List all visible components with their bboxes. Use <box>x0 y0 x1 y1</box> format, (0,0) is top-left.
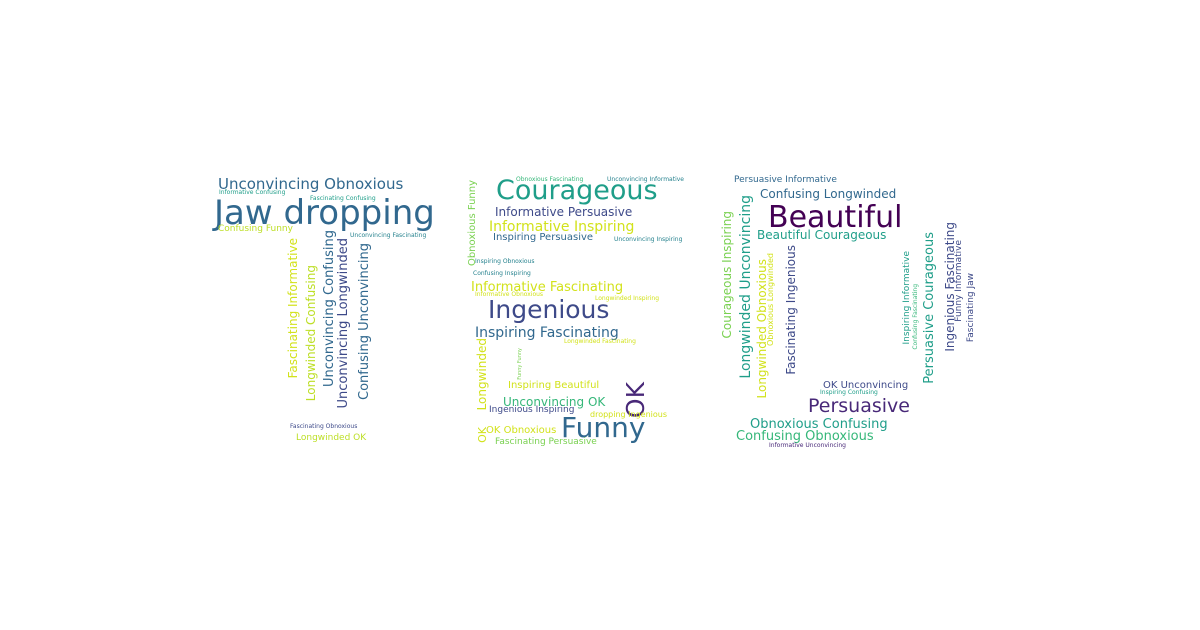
cloud-word: Confusing Unconvincing <box>357 243 372 400</box>
cloud-word: Informative Inspiring <box>489 219 635 235</box>
cloud-word: Confusing Fascinating <box>912 284 919 350</box>
cloud-word: Persuasive <box>808 395 910 417</box>
cloud-word: Inspiring Informative <box>902 251 912 345</box>
cloud-word: Funny Informative <box>954 240 964 322</box>
cloud-word: Fascinating Obnoxious <box>290 423 358 430</box>
cloud-word: Confusing Inspiring <box>473 270 531 277</box>
cloud-word: OK Unconvincing <box>823 380 909 391</box>
cloud-word: Confusing Obnoxious <box>736 429 874 444</box>
cloud-word: Obnoxious Longwinded <box>766 253 775 346</box>
cloud-word: Beautiful <box>768 200 903 235</box>
cloud-word: Inspiring Persuasive <box>493 232 594 243</box>
cloud-word: dropping Ingenious <box>590 410 668 419</box>
cloud-word: Inspiring Beautiful <box>508 380 600 391</box>
cloud-word: Courageous Inspiring <box>720 211 734 339</box>
cloud-word: Obnoxious Fascinating <box>516 176 584 183</box>
cloud-word: Unconvincing Longwinded <box>336 238 351 409</box>
cloud-word: Unconvincing Informative <box>607 176 684 183</box>
cloud-word: Beautiful Courageous <box>757 228 887 242</box>
cloud-word: Informative Persuasive <box>495 205 633 219</box>
cloud-word: Longwinded Confusing <box>304 265 318 402</box>
cloud-word: Persuasive Informative <box>734 175 837 185</box>
cloud-word: Courageous <box>496 175 658 206</box>
cloud-word: Unconvincing Confusing <box>322 230 337 387</box>
cloud-word: Unconvincing Fascinating <box>350 232 427 239</box>
cloud-word: Funny <box>561 411 646 444</box>
cloud-word: Informative Fascinating <box>471 280 624 295</box>
cloud-word: Inspiring Confusing <box>820 389 878 396</box>
cloud-word: Ingenious Inspiring <box>489 405 575 415</box>
cloud-word: Unconvincing Inspiring <box>614 236 683 243</box>
cloud-word: Funny Funny <box>517 348 523 380</box>
cloud-word: Longwinded <box>475 338 489 411</box>
cloud-word: Unconvincing OK <box>503 395 606 409</box>
cloud-word: Longwinded OK <box>296 433 367 443</box>
cloud-word: Obnoxious Funny <box>467 180 478 267</box>
cloud-word: Longwinded Fascinating <box>564 338 636 345</box>
cloud-word: Confusing Funny <box>218 224 293 234</box>
cloud-word: Informative Confusing <box>219 189 286 196</box>
cloud-word: Unconvincing Obnoxious <box>218 175 404 193</box>
cloud-word: Informative Obnoxious <box>475 291 544 298</box>
cloud-word: Longwinded Unconvincing <box>738 195 754 379</box>
cloud-word: Jaw dropping <box>214 193 435 233</box>
cloud-word: Fascinating Ingenious <box>784 245 798 375</box>
cloud-word: Inspiring Fascinating <box>475 325 619 341</box>
cloud-word: Longwinded Inspiring <box>595 295 660 302</box>
cloud-word: Inspiring Obnoxious <box>475 258 535 265</box>
cloud-word: Informative Unconvincing <box>769 442 846 449</box>
cloud-word: Ingenious <box>488 295 610 324</box>
cloud-word: Confusing Longwinded <box>760 187 897 201</box>
cloud-word: Obnoxious Confusing <box>750 417 888 432</box>
cloud-word: Fascinating Persuasive <box>495 437 597 447</box>
cloud-word: Fascinating Informative <box>286 238 300 379</box>
cloud-word: Fascinating Jaw <box>966 273 976 343</box>
cloud-word: OK Obnoxious <box>486 425 557 436</box>
cloud-word: Persuasive Courageous <box>922 232 937 384</box>
cloud-word: Fascinating Confusing <box>310 195 376 202</box>
